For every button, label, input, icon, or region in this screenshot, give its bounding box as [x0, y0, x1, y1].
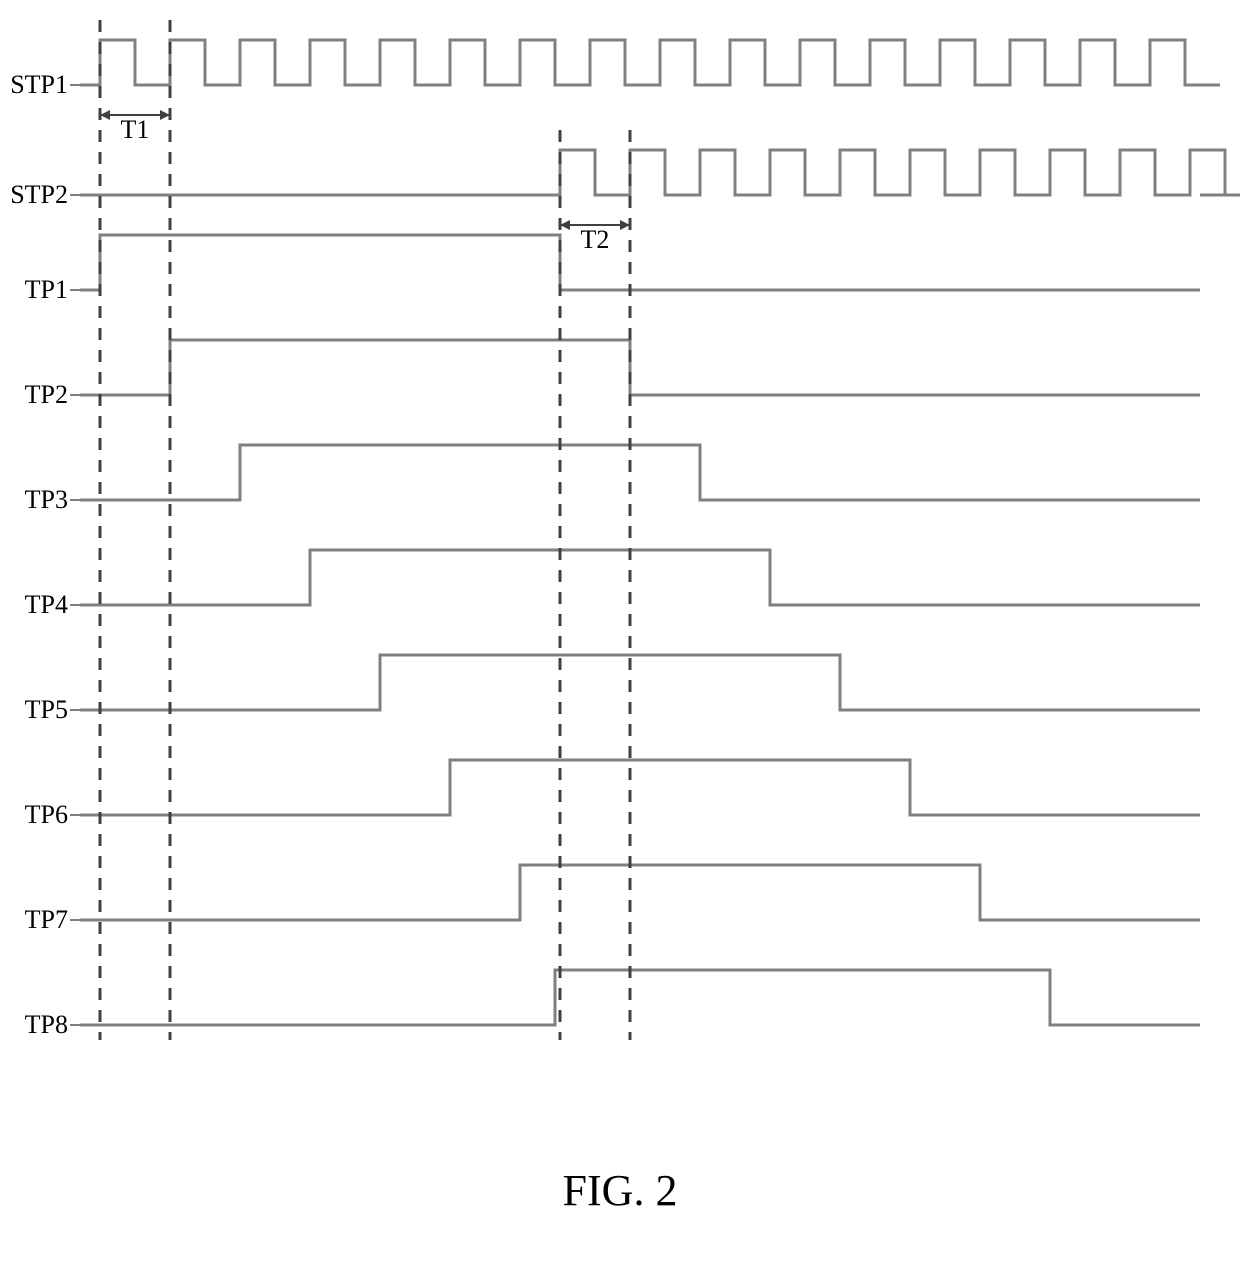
label-tp8: TP8 — [8, 1010, 68, 1040]
label-tp4: TP4 — [8, 590, 68, 620]
label-stp1: STP1 — [8, 70, 68, 100]
timing-svg — [0, 0, 1240, 1263]
timing-diagram-figure: { "figure_label": "FIG. 2", "colors": { … — [0, 0, 1240, 1263]
figure-caption: FIG. 2 — [0, 1165, 1240, 1216]
label-tp6: TP6 — [8, 800, 68, 830]
label-tp3: TP3 — [8, 485, 68, 515]
dim-label-t2: T2 — [575, 225, 615, 255]
label-stp2: STP2 — [8, 180, 68, 210]
label-tp7: TP7 — [8, 905, 68, 935]
label-tp2: TP2 — [8, 380, 68, 410]
dim-label-t1: T1 — [115, 115, 155, 145]
label-tp1: TP1 — [8, 275, 68, 305]
label-tp5: TP5 — [8, 695, 68, 725]
